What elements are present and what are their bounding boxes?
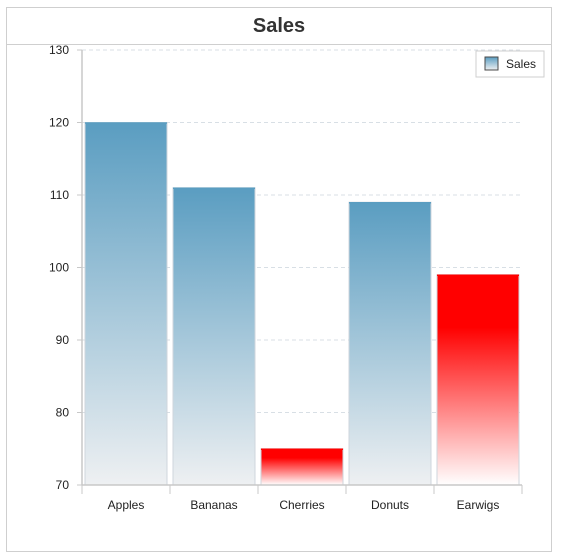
bars [84, 122, 520, 486]
x-tick-label: Bananas [190, 498, 237, 512]
axes: 70 80 90 100 110 120 130 Apples Bananas Cherries D… [49, 43, 523, 512]
y-tick-label: 120 [49, 116, 69, 130]
legend-label-sales: Sales [506, 57, 536, 71]
x-tick-label: Cherries [279, 498, 324, 512]
bar-cherries [260, 448, 344, 486]
x-tick-label: Donuts [371, 498, 409, 512]
bar-apples [84, 122, 168, 486]
x-tick-label: Apples [108, 498, 145, 512]
x-tick-label: Earwigs [457, 498, 500, 512]
y-tick-label: 100 [49, 261, 69, 275]
y-tick-label: 110 [50, 188, 69, 202]
chart-title: Sales [252, 15, 306, 37]
y-tick-label: 80 [56, 406, 70, 420]
legend-swatch [484, 56, 499, 71]
y-tick-label: 130 [49, 43, 69, 57]
y-tick-label: 90 [56, 333, 70, 347]
legend: Sales [475, 50, 545, 78]
bar-bananas [172, 187, 256, 486]
bar-donuts [348, 201, 432, 486]
bar-earwigs [436, 274, 520, 486]
chart-header: Sales [7, 8, 551, 45]
y-tick-label: 70 [56, 478, 70, 492]
